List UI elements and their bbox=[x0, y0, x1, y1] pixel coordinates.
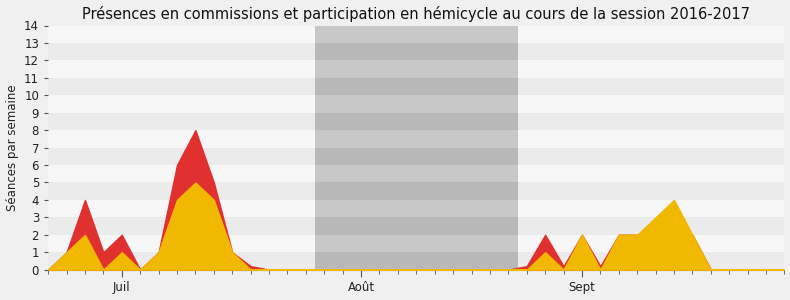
Bar bbox=[48, 26, 784, 43]
Bar bbox=[48, 165, 784, 182]
Bar bbox=[48, 113, 784, 130]
Bar bbox=[48, 252, 784, 270]
Bar bbox=[48, 78, 784, 95]
Bar bbox=[48, 148, 784, 165]
Title: Présences en commissions et participation en hémicycle au cours de la session 20: Présences en commissions et participatio… bbox=[82, 6, 750, 22]
Bar bbox=[48, 60, 784, 78]
Bar bbox=[48, 43, 784, 60]
Y-axis label: Séances par semaine: Séances par semaine bbox=[6, 84, 18, 211]
Bar bbox=[48, 182, 784, 200]
Bar bbox=[48, 235, 784, 252]
Bar bbox=[48, 200, 784, 217]
Bar bbox=[48, 130, 784, 148]
Bar bbox=[48, 217, 784, 235]
Bar bbox=[48, 95, 784, 113]
